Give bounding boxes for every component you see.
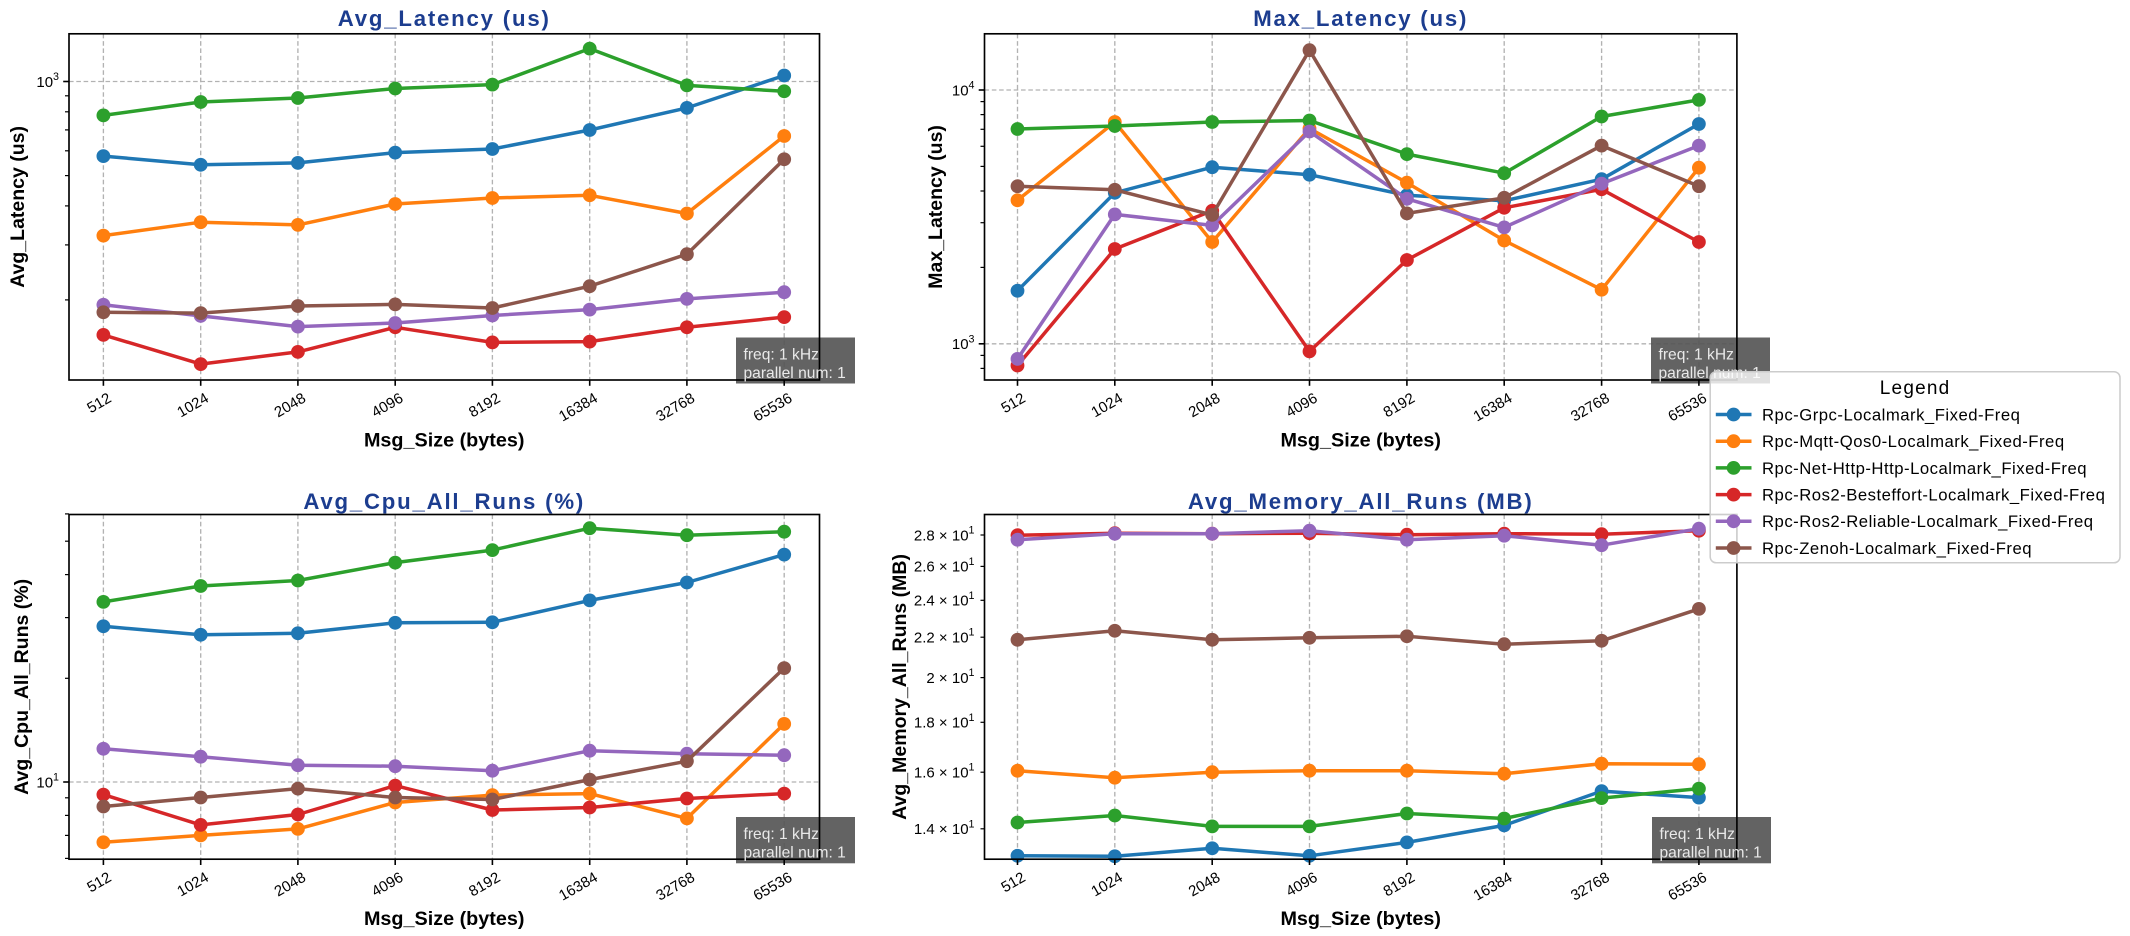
svg-text:freq: 1 kHz: freq: 1 kHz bbox=[744, 347, 820, 364]
svg-text:freq: 1 kHz: freq: 1 kHz bbox=[744, 826, 820, 843]
svg-text:2.8 × 101: 2.8 × 101 bbox=[914, 525, 975, 545]
svg-text:Rpc-Ros2-Reliable-Localmark_Fi: Rpc-Ros2-Reliable-Localmark_Fixed-Freq bbox=[1762, 512, 2094, 531]
svg-text:parallel num: 1: parallel num: 1 bbox=[744, 845, 846, 862]
svg-text:freq: 1 kHz: freq: 1 kHz bbox=[1660, 826, 1736, 843]
svg-text:Rpc-Mqtt-Qos0-Localmark_Fixed-: Rpc-Mqtt-Qos0-Localmark_Fixed-Freq bbox=[1762, 432, 2065, 451]
svg-text:Avg_Memory_All_Runs (MB): Avg_Memory_All_Runs (MB) bbox=[1188, 489, 1534, 514]
svg-text:parallel num: 1: parallel num: 1 bbox=[744, 365, 846, 382]
svg-text:parallel num: 1: parallel num: 1 bbox=[1660, 845, 1762, 862]
svg-text:2.6 × 101: 2.6 × 101 bbox=[914, 556, 975, 576]
svg-text:Avg_Memory_All_Runs (MB): Avg_Memory_All_Runs (MB) bbox=[889, 554, 911, 820]
svg-text:Rpc-Zenoh-Localmark_Fixed-Freq: Rpc-Zenoh-Localmark_Fixed-Freq bbox=[1762, 539, 2032, 558]
svg-text:2.2 × 101: 2.2 × 101 bbox=[914, 627, 975, 647]
svg-text:Max_Latency (us): Max_Latency (us) bbox=[925, 125, 947, 289]
svg-text:Avg_Cpu_All_Runs (%): Avg_Cpu_All_Runs (%) bbox=[303, 489, 585, 514]
svg-text:Msg_Size (bytes): Msg_Size (bytes) bbox=[1280, 908, 1441, 930]
svg-text:Msg_Size (bytes): Msg_Size (bytes) bbox=[364, 429, 525, 451]
svg-text:1.8 × 101: 1.8 × 101 bbox=[914, 712, 975, 732]
svg-text:Rpc-Net-Http-Http-Localmark_Fi: Rpc-Net-Http-Http-Localmark_Fixed-Freq bbox=[1762, 459, 2087, 478]
svg-text:2.4 × 101: 2.4 × 101 bbox=[914, 590, 975, 610]
svg-text:Msg_Size (bytes): Msg_Size (bytes) bbox=[1280, 429, 1441, 451]
svg-text:Avg_Latency (us): Avg_Latency (us) bbox=[338, 6, 551, 31]
svg-text:2 × 101: 2 × 101 bbox=[926, 667, 974, 687]
svg-text:freq: 1 kHz: freq: 1 kHz bbox=[1659, 347, 1735, 364]
svg-text:Msg_Size (bytes): Msg_Size (bytes) bbox=[364, 908, 525, 930]
svg-text:Rpc-Grpc-Localmark_Fixed-Freq: Rpc-Grpc-Localmark_Fixed-Freq bbox=[1762, 405, 2020, 424]
svg-text:1.4 × 101: 1.4 × 101 bbox=[914, 818, 975, 838]
svg-text:Max_Latency (us): Max_Latency (us) bbox=[1253, 6, 1468, 31]
svg-text:Avg_Cpu_All_Runs (%): Avg_Cpu_All_Runs (%) bbox=[11, 579, 33, 795]
svg-text:Avg_Latency (us): Avg_Latency (us) bbox=[7, 126, 29, 288]
svg-text:1.6 × 101: 1.6 × 101 bbox=[914, 762, 975, 782]
svg-text:Rpc-Ros2-Besteffort-Localmark_: Rpc-Ros2-Besteffort-Localmark_Fixed-Freq bbox=[1762, 486, 2105, 505]
svg-text:Legend: Legend bbox=[1880, 378, 1951, 399]
